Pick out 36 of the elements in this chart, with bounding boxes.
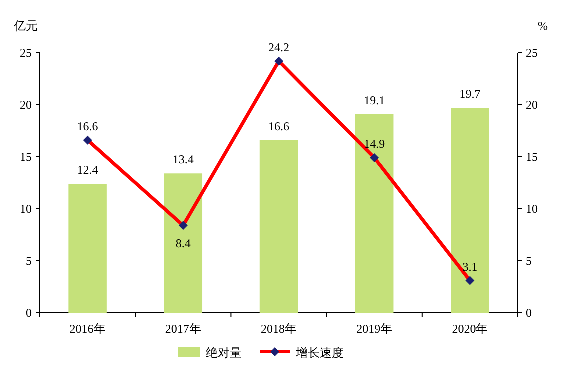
x-tick-label: 2018年: [261, 322, 297, 336]
x-tick-label: 2017年: [165, 322, 202, 336]
bar: [68, 184, 107, 313]
data-label: 19.7: [460, 87, 481, 102]
data-label: 8.4: [176, 236, 191, 251]
y2-axis-title: %: [538, 19, 548, 33]
y-tick-label: 0: [26, 306, 32, 320]
y-tick-label: 25: [20, 46, 32, 60]
x-tick-label: 2020年: [452, 322, 488, 336]
y2-tick-label: 5: [526, 254, 532, 268]
data-label: 3.1: [462, 260, 478, 274]
data-label: 13.4: [172, 152, 194, 167]
y-tick-label: 20: [20, 98, 32, 112]
bar: [355, 114, 394, 313]
data-label: 16.6: [77, 119, 98, 134]
data-label: 19.1: [364, 93, 386, 108]
y-tick-label: 15: [20, 150, 32, 164]
data-label: 12.4: [77, 163, 98, 178]
y-tick-label: 5: [26, 254, 32, 268]
y2-tick-label: 25: [526, 46, 538, 60]
y2-tick-label: 10: [526, 202, 538, 216]
bar: [164, 174, 203, 313]
x-tick-label: 2016年: [70, 322, 106, 336]
data-label: 24.2: [268, 40, 290, 54]
data-label: 16.6: [268, 119, 290, 134]
legend-label: 增长速度: [295, 346, 344, 360]
legend-label: 绝对量: [206, 346, 242, 360]
y2-tick-label: 20: [526, 98, 538, 112]
bar: [260, 140, 298, 313]
bar: [451, 108, 490, 313]
y-tick-label: 10: [20, 202, 32, 216]
data-label: 14.9: [364, 137, 386, 152]
y2-tick-label: 15: [526, 150, 538, 164]
x-tick-label: 2019年: [356, 322, 393, 336]
y-axis-title: 亿元: [13, 19, 38, 33]
y2-tick-label: 0: [526, 306, 532, 320]
